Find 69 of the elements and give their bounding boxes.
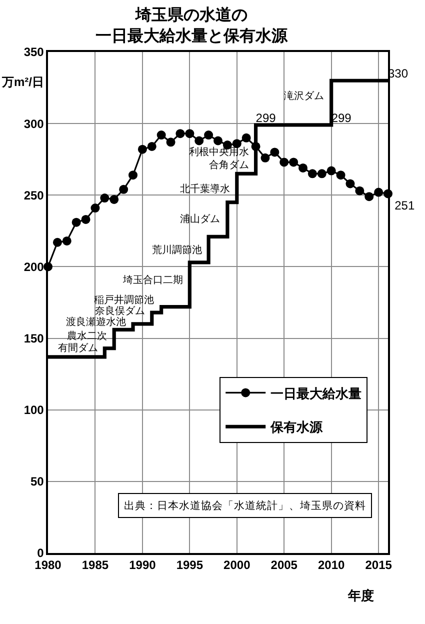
point: [242, 133, 251, 142]
point: [72, 218, 81, 227]
point: [128, 170, 138, 180]
annotation: 滝沢ダム: [284, 90, 324, 102]
x-tick-label: 1995: [176, 558, 204, 572]
annotation: 埼玉合口二期: [122, 274, 183, 286]
x-axis-title: 年度: [347, 588, 374, 603]
data-label: 299: [256, 111, 276, 125]
annotation: 農水二次: [67, 330, 107, 342]
point: [364, 192, 374, 202]
y-tick-label: 200: [24, 260, 44, 274]
annotation: 稲戸井調節池: [94, 294, 154, 306]
annotation: 利根中央用水: [189, 146, 249, 158]
point: [110, 194, 119, 204]
annotation: 有間ダム: [58, 342, 98, 354]
x-tick-label: 2005: [270, 558, 298, 572]
point: [308, 169, 317, 178]
annotation: 渡良瀬遊水池: [66, 316, 126, 328]
data-label: 299: [331, 111, 352, 125]
x-tick-label: 2000: [224, 558, 251, 572]
y-tick-label: 150: [24, 331, 44, 346]
point: [176, 129, 185, 138]
y-tick-label: 300: [24, 116, 44, 131]
annotation: 出典：日本水道協会「水道統計」、埼玉県の資料: [124, 499, 366, 512]
x-tick-label: 1980: [34, 558, 62, 572]
data-label: 251: [394, 198, 415, 212]
x-tick-label: 2010: [318, 558, 345, 572]
point: [214, 136, 222, 146]
point: [52, 238, 62, 247]
y-tick-label: 0: [37, 546, 44, 560]
y-tick-label: 350: [24, 45, 44, 60]
annotation: 荒川調節池: [152, 244, 202, 256]
y-axis-title: 万m²/日: [1, 75, 44, 89]
point: [185, 129, 194, 138]
y-tick-label: 250: [24, 188, 44, 202]
annotation: 合角ダム: [209, 159, 249, 171]
point: [326, 166, 336, 176]
point: [194, 136, 204, 146]
point: [204, 130, 214, 140]
point: [355, 186, 364, 196]
point: [298, 163, 308, 172]
legend-label: 保有水源: [270, 420, 324, 435]
point: [81, 214, 90, 224]
annotation: 奈良俣ダム: [95, 305, 145, 317]
point: [156, 130, 166, 140]
point: [147, 142, 156, 151]
y-tick-label: 50: [30, 474, 44, 489]
point: [289, 158, 298, 167]
point: [270, 148, 280, 157]
chart-title: 埼玉県の水道の一日最大給水量と保有水源: [95, 6, 288, 45]
point: [166, 138, 176, 147]
x-tick-label: 1990: [129, 558, 156, 572]
point: [260, 153, 270, 162]
x-tick-label: 1985: [82, 558, 109, 572]
point: [346, 179, 355, 188]
point: [317, 169, 326, 178]
point: [280, 158, 289, 167]
annotation: 浦山ダム: [180, 213, 220, 225]
annotation: 北千葉導水: [180, 183, 230, 195]
x-tick-label: 2015: [365, 558, 392, 572]
point: [62, 236, 72, 246]
point: [374, 188, 384, 197]
point: [100, 194, 110, 203]
point: [90, 204, 100, 213]
point: [119, 184, 128, 194]
y-tick-label: 100: [24, 403, 44, 418]
legend-label: 一日最大給水量: [270, 386, 362, 401]
point: [336, 170, 346, 180]
point: [138, 144, 147, 154]
